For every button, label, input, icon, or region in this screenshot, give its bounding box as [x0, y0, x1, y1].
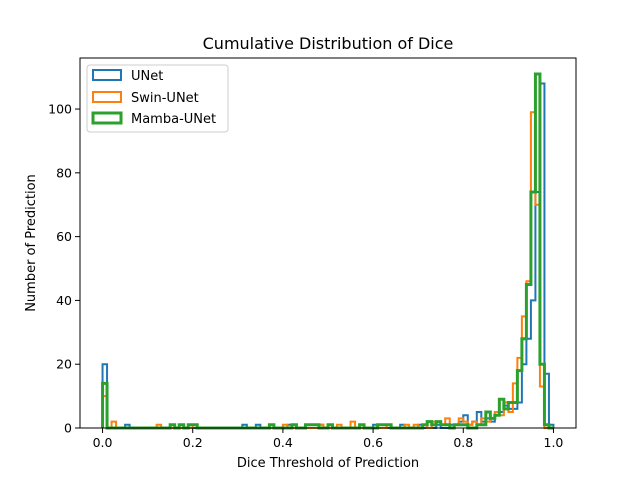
x-tick-label: 0.0 — [93, 435, 113, 450]
y-tick-label: 60 — [56, 229, 72, 244]
x-tick-label: 0.4 — [273, 435, 293, 450]
y-axis-label: Number of Prediction — [24, 174, 39, 312]
y-tick-label: 40 — [56, 293, 72, 308]
y-tick-label: 100 — [48, 102, 72, 117]
y-tick-label: 0 — [64, 421, 72, 436]
y-tick-label: 20 — [56, 357, 72, 372]
legend: UNet Swin-UNet Mamba-UNet — [86, 64, 229, 133]
x-tick-label: 0.6 — [363, 435, 383, 450]
legend-label-unet: UNet — [131, 69, 163, 84]
x-tick-label: 0.2 — [183, 435, 203, 450]
x-axis-label: Dice Threshold of Prediction — [237, 456, 419, 471]
chart-title: Cumulative Distribution of Dice — [203, 34, 454, 53]
x-axis: 0.0 0.2 0.4 0.6 0.8 1.0 — [93, 428, 564, 450]
x-tick-label: 1.0 — [544, 435, 564, 450]
legend-swatch-mamba-unet — [91, 111, 123, 125]
x-tick-label: 0.8 — [453, 435, 473, 450]
legend-label-swin-unet: Swin-UNet — [131, 91, 199, 106]
legend-swatch-unet — [92, 69, 122, 81]
y-tick-label: 80 — [56, 165, 72, 180]
legend-label-mamba-unet: Mamba-UNet — [131, 112, 216, 127]
plot-frame — [79, 57, 577, 429]
y-axis: 0 20 40 60 80 100 — [48, 102, 80, 436]
legend-swatch-swin-unet — [92, 91, 122, 103]
